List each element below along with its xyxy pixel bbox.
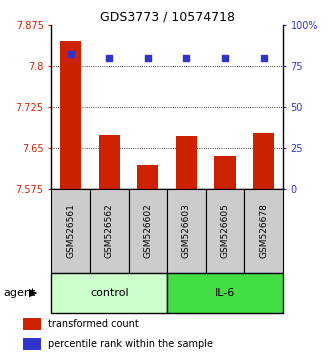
Text: ▶: ▶ (29, 288, 37, 298)
Text: GSM526562: GSM526562 (105, 204, 114, 258)
Bar (23, 338, 41, 350)
Text: GSM526603: GSM526603 (182, 204, 191, 258)
Bar (60, 41, 81, 189)
Bar (214, 156, 236, 189)
Point (68, 52, 73, 57)
Text: GSM526605: GSM526605 (220, 204, 230, 258)
Text: transformed count: transformed count (48, 319, 139, 329)
Text: percentile rank within the sample: percentile rank within the sample (48, 339, 213, 349)
FancyBboxPatch shape (167, 189, 206, 273)
Point (107, 55, 112, 61)
Text: GSM526602: GSM526602 (143, 204, 152, 258)
Point (261, 55, 266, 61)
Text: control: control (90, 288, 128, 298)
FancyBboxPatch shape (51, 273, 167, 313)
Bar (176, 136, 197, 189)
Title: GDS3773 / 10574718: GDS3773 / 10574718 (100, 11, 235, 24)
FancyBboxPatch shape (90, 189, 128, 273)
Point (184, 55, 189, 61)
Text: agent: agent (3, 288, 36, 298)
FancyBboxPatch shape (167, 273, 283, 313)
FancyBboxPatch shape (128, 189, 167, 273)
Bar (99, 135, 120, 189)
Point (145, 55, 151, 61)
Bar (23, 318, 41, 330)
Text: GSM526561: GSM526561 (66, 204, 75, 258)
Text: GSM526678: GSM526678 (259, 204, 268, 258)
Bar (137, 165, 159, 189)
FancyBboxPatch shape (206, 189, 244, 273)
FancyBboxPatch shape (244, 189, 283, 273)
Text: IL-6: IL-6 (215, 288, 235, 298)
Bar (253, 133, 274, 189)
Point (222, 55, 228, 61)
FancyBboxPatch shape (51, 189, 90, 273)
